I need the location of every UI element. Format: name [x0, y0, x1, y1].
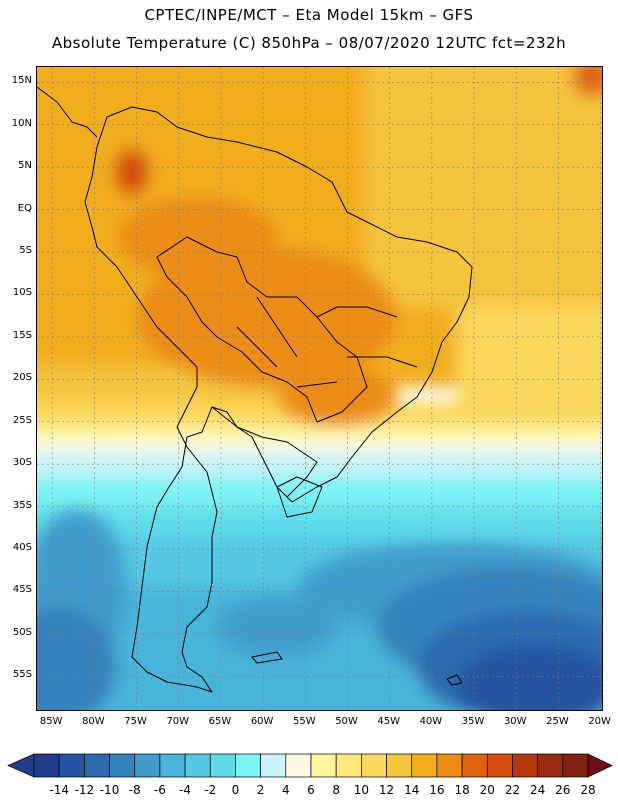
colorbar-swatch	[537, 753, 564, 778]
latitude-label: 5N	[18, 160, 32, 172]
colorbar-label: -14	[49, 783, 69, 797]
colorbar-swatch	[134, 753, 161, 778]
temperature-field	[37, 67, 602, 710]
latitude-label: 15S	[12, 329, 32, 341]
colorbar-label: 14	[404, 783, 420, 797]
colorbar-label: -6	[153, 783, 166, 797]
colorbar-swatch	[235, 753, 261, 778]
colorbar-label: 6	[307, 783, 315, 797]
states-borders	[236, 296, 418, 388]
longitude-label: 30W	[503, 716, 527, 727]
latitude-label: EQ	[17, 202, 32, 214]
colorbar-label: 4	[281, 783, 290, 797]
colorbar-swatch	[335, 753, 362, 778]
colorbar-label: 2	[256, 783, 265, 797]
colorbar-swatch	[386, 753, 413, 778]
longitude-label: 80W	[82, 716, 105, 727]
colorbar-label: 0	[231, 783, 240, 797]
colorbar-swatch	[109, 753, 136, 778]
argentina-border	[211, 406, 318, 498]
longitude-label: 85W	[39, 716, 63, 727]
longitude-label: 50W	[335, 716, 358, 727]
latitude-label: 5S	[19, 245, 32, 256]
colorbar-label: 12	[378, 783, 395, 797]
colorbar-label: 26	[555, 783, 571, 797]
colorbar-swatch	[285, 753, 312, 778]
colorbar-label: -12	[74, 783, 95, 797]
colorbar-label: -2	[204, 783, 217, 797]
latitude-label: 20S	[12, 372, 32, 384]
colorbar-label: 24	[529, 783, 546, 797]
colorbar-label: 10	[353, 783, 369, 797]
map-title-line-2: Absolute Temperature (C) 850hPa – 08/07/…	[51, 34, 567, 52]
colorbar-swatch	[159, 753, 186, 778]
latitude-label: 25S	[12, 414, 32, 426]
map-canvas	[37, 67, 602, 710]
latitude-label: 10S	[12, 287, 32, 299]
colorbar-label: 16	[429, 783, 445, 797]
longitude-label: 75W	[124, 716, 147, 727]
colorbar-swatch	[436, 753, 463, 778]
uruguay	[276, 476, 323, 518]
colorbar-low-arrow	[7, 753, 35, 778]
longitude-label: 55W	[293, 716, 316, 727]
latitude-label: 45S	[12, 584, 32, 596]
longitude-label: 20W	[588, 716, 611, 727]
longitude-label: 60W	[250, 716, 274, 727]
colorbar-label: -4	[179, 783, 192, 797]
longitude-label: 70W	[166, 716, 190, 727]
colorbar-swatch	[562, 753, 589, 778]
longitude-label: 65W	[208, 716, 232, 727]
islands	[251, 651, 463, 686]
coastlines-borders	[37, 86, 473, 693]
colorbar-swatch	[58, 753, 85, 778]
latitude-label: 15N	[11, 75, 32, 87]
colorbar-swatch	[512, 753, 538, 778]
latitude-label: 30S	[12, 457, 32, 469]
brazil-border	[156, 236, 368, 423]
colorbar-swatch	[33, 753, 60, 778]
longitude-label: 40W	[419, 716, 443, 727]
colorbar-swatch	[361, 753, 387, 778]
colorbar-label: 8	[332, 783, 340, 797]
latitude-label: 35S	[12, 499, 32, 511]
colorbar-label: 18	[454, 783, 470, 797]
colorbar-label: 20	[479, 783, 495, 797]
colorbar-swatch	[310, 753, 337, 778]
colorbar-swatch	[209, 753, 236, 778]
temperature-map	[36, 66, 603, 711]
map-title-line-1: CPTEC/INPE/MCT – Eta Model 15km – GFS	[144, 6, 474, 24]
longitude-label: 35W	[461, 716, 485, 727]
colorbar-swatch	[461, 753, 488, 778]
colorbar-swatch	[486, 753, 513, 778]
colorbar-label: -10	[99, 783, 120, 797]
longitude-label: 25W	[546, 716, 569, 727]
latitude-label: 50S	[12, 626, 32, 638]
latitude-label: 40S	[12, 542, 32, 554]
colorbar-high-arrow	[587, 753, 613, 778]
central-america-coast	[37, 86, 98, 138]
colorbar-swatch	[184, 753, 211, 778]
colorbar-swatch	[84, 753, 110, 778]
colorbar-label: 28	[580, 783, 596, 797]
south-america-coastline	[84, 106, 473, 693]
colorbar-label: -8	[128, 783, 141, 797]
colorbar-swatch	[260, 753, 287, 778]
latitude-label: 55S	[12, 669, 32, 681]
latitude-label: 10N	[11, 117, 32, 129]
longitude-label: 45W	[377, 716, 400, 727]
colorbar-label: 22	[504, 783, 521, 797]
colorbar-swatch	[411, 753, 438, 778]
